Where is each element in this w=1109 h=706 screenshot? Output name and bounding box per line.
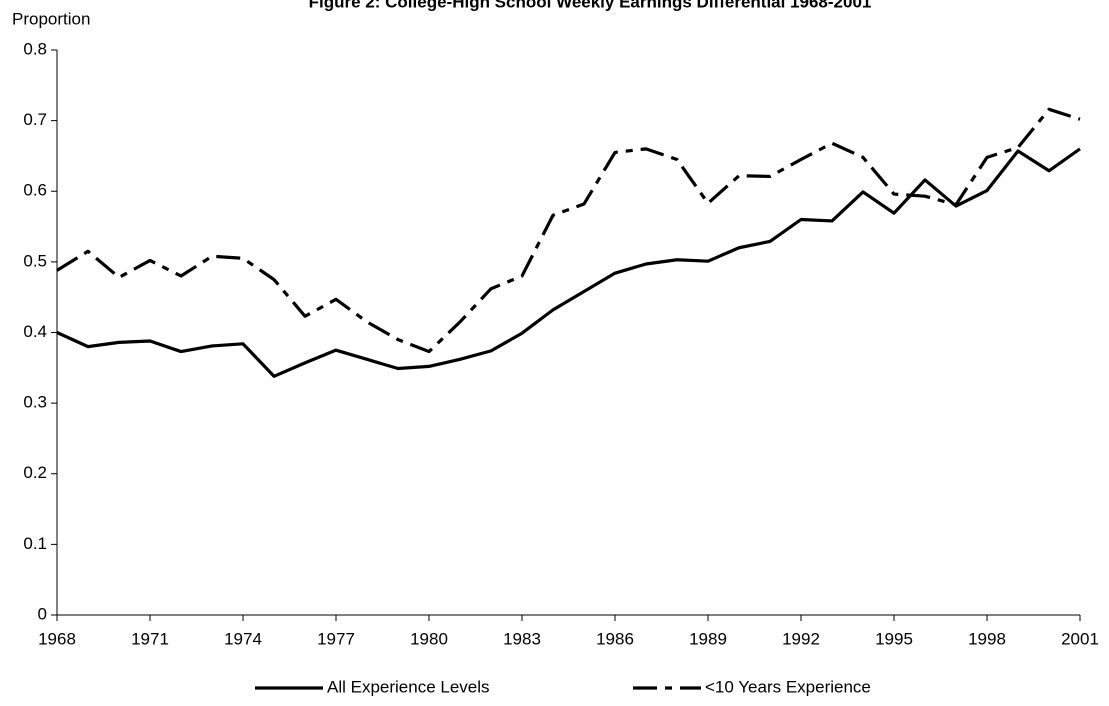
y-tick-label: 0.5 <box>23 251 47 270</box>
y-tick-label: 0.8 <box>23 39 47 58</box>
x-tick-label: 1983 <box>503 629 541 648</box>
series-line <box>56 147 1081 378</box>
y-tick-label: 0 <box>38 604 47 623</box>
y-tick-label: 0.7 <box>23 110 47 129</box>
x-tick-label: 1989 <box>689 629 727 648</box>
x-tick-label: 1971 <box>131 629 169 648</box>
x-tick-label: 1968 <box>38 629 76 648</box>
x-tick-label: 1980 <box>410 629 448 648</box>
chart-title: Figure 2: College-High School Weekly Ear… <box>309 0 872 11</box>
x-tick-label: 1977 <box>317 629 355 648</box>
y-tick-label: 0.3 <box>23 393 47 412</box>
x-tick-label: 1998 <box>968 629 1006 648</box>
y-tick-label: 0.6 <box>23 181 47 200</box>
y-axis-label: Proportion <box>12 9 90 28</box>
x-tick-label: 1986 <box>596 629 634 648</box>
y-tick-label: 0.4 <box>23 322 47 341</box>
legend-label: <10 Years Experience <box>705 677 871 696</box>
y-tick-label: 0.1 <box>23 534 47 553</box>
x-tick-label: 1992 <box>782 629 820 648</box>
x-tick-label: 2001 <box>1061 629 1099 648</box>
x-tick-label: 1995 <box>875 629 913 648</box>
series-line <box>56 107 1081 354</box>
legend-label: All Experience Levels <box>327 677 490 696</box>
y-tick-label: 0.2 <box>23 463 47 482</box>
x-tick-label: 1974 <box>224 629 262 648</box>
